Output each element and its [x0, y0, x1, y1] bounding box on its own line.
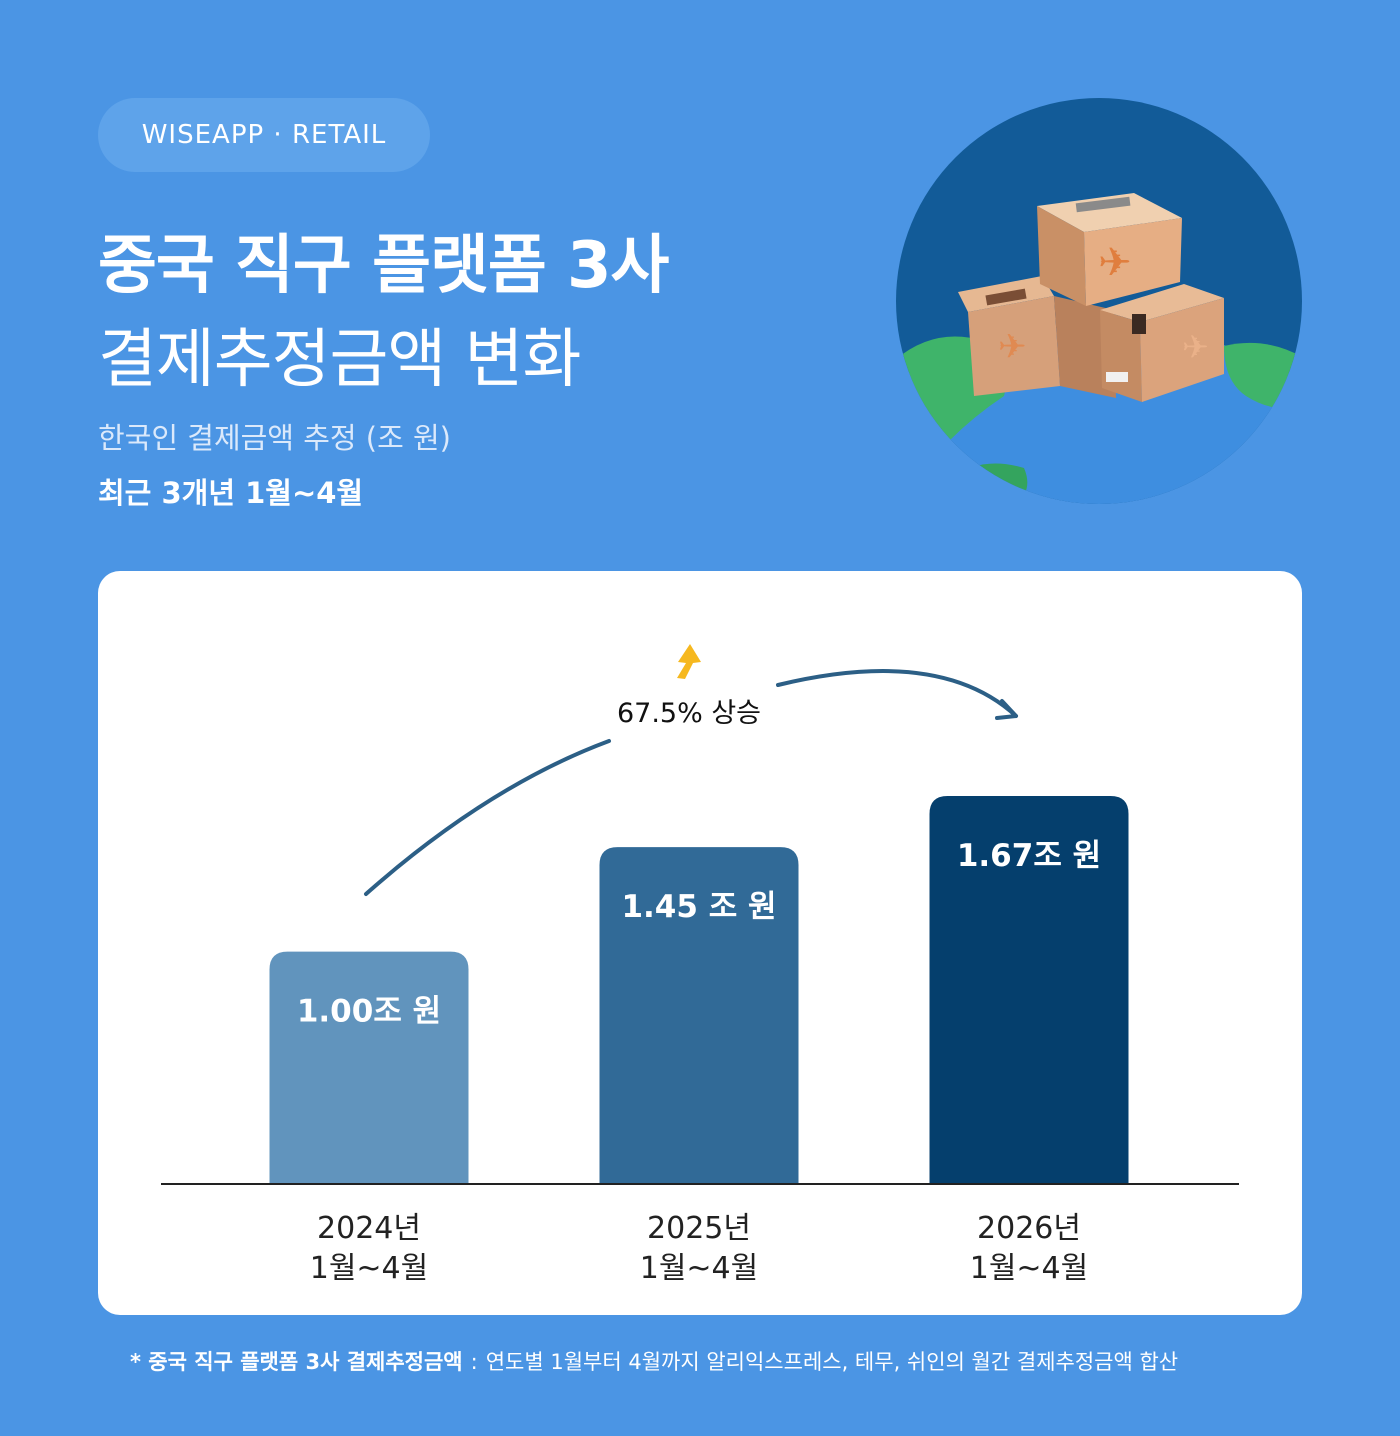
- footnote-separator: :: [470, 1350, 478, 1374]
- x-tick-label-0-1: 1월~4월: [310, 1251, 429, 1286]
- growth-arrowhead: [995, 699, 1018, 720]
- bar-value-label-0: 1.00조 원: [297, 994, 441, 1030]
- x-tick-label-2-0: 2026년: [977, 1211, 1081, 1246]
- boxes-on-globe-illustration: ✈ ✈ ✈: [896, 98, 1302, 504]
- chart-subtitle: 한국인 결제금액 추정 (조 원): [98, 421, 451, 455]
- chart-card: 1.00조 원 1.45 조 원 1.67조 원 2024년 1월~4월 2025년 1월…: [98, 571, 1302, 1315]
- bar-value-label-1: 1.45 조 원: [621, 889, 776, 925]
- footnote: * 중국 직구 플랫폼 3사 결제추정금액: 연도별 1월부터 4월까지 알리익스…: [130, 1346, 1178, 1376]
- bar-2: [929, 795, 1129, 1184]
- svg-text:✈: ✈: [1098, 240, 1132, 286]
- x-tick-label-1-0: 2025년: [647, 1211, 751, 1246]
- page-title: 중국 직구 플랫폼 3사: [98, 229, 669, 303]
- x-tick-label-0-0: 2024년: [317, 1211, 421, 1246]
- x-tick-label-2-1: 1월~4월: [970, 1251, 1089, 1286]
- bar-value-label-2: 1.67조 원: [957, 838, 1101, 874]
- page-title-line2: 결제추정금액 변화: [98, 323, 581, 397]
- growth-annotation-label: 67.5% 상승: [617, 698, 761, 729]
- bar-1: [599, 847, 799, 1184]
- svg-text:✈: ✈: [998, 327, 1027, 367]
- up-arrow-icon: [677, 644, 701, 679]
- brand-pill: WISEAPP · RETAIL: [98, 98, 430, 172]
- brand-label: WISEAPP · RETAIL: [141, 120, 387, 150]
- bar-chart: 1.00조 원 1.45 조 원 1.67조 원 2024년 1월~4월 2025년 1월…: [161, 644, 1239, 1286]
- period-label: 최근 3개년 1월~4월: [98, 476, 364, 510]
- x-tick-label-1-1: 1월~4월: [640, 1251, 759, 1286]
- footnote-title: * 중국 직구 플랫폼 3사 결제추정금액: [130, 1350, 463, 1374]
- growth-arrow-tail: [776, 669, 1018, 718]
- bar-0: [269, 951, 469, 1184]
- growth-arrow: [364, 739, 611, 896]
- svg-text:✈: ✈: [1182, 328, 1209, 366]
- footnote-text: 연도별 1월부터 4월까지 알리익스프레스, 테무, 쉬인의 월간 결제추정금액…: [485, 1350, 1179, 1374]
